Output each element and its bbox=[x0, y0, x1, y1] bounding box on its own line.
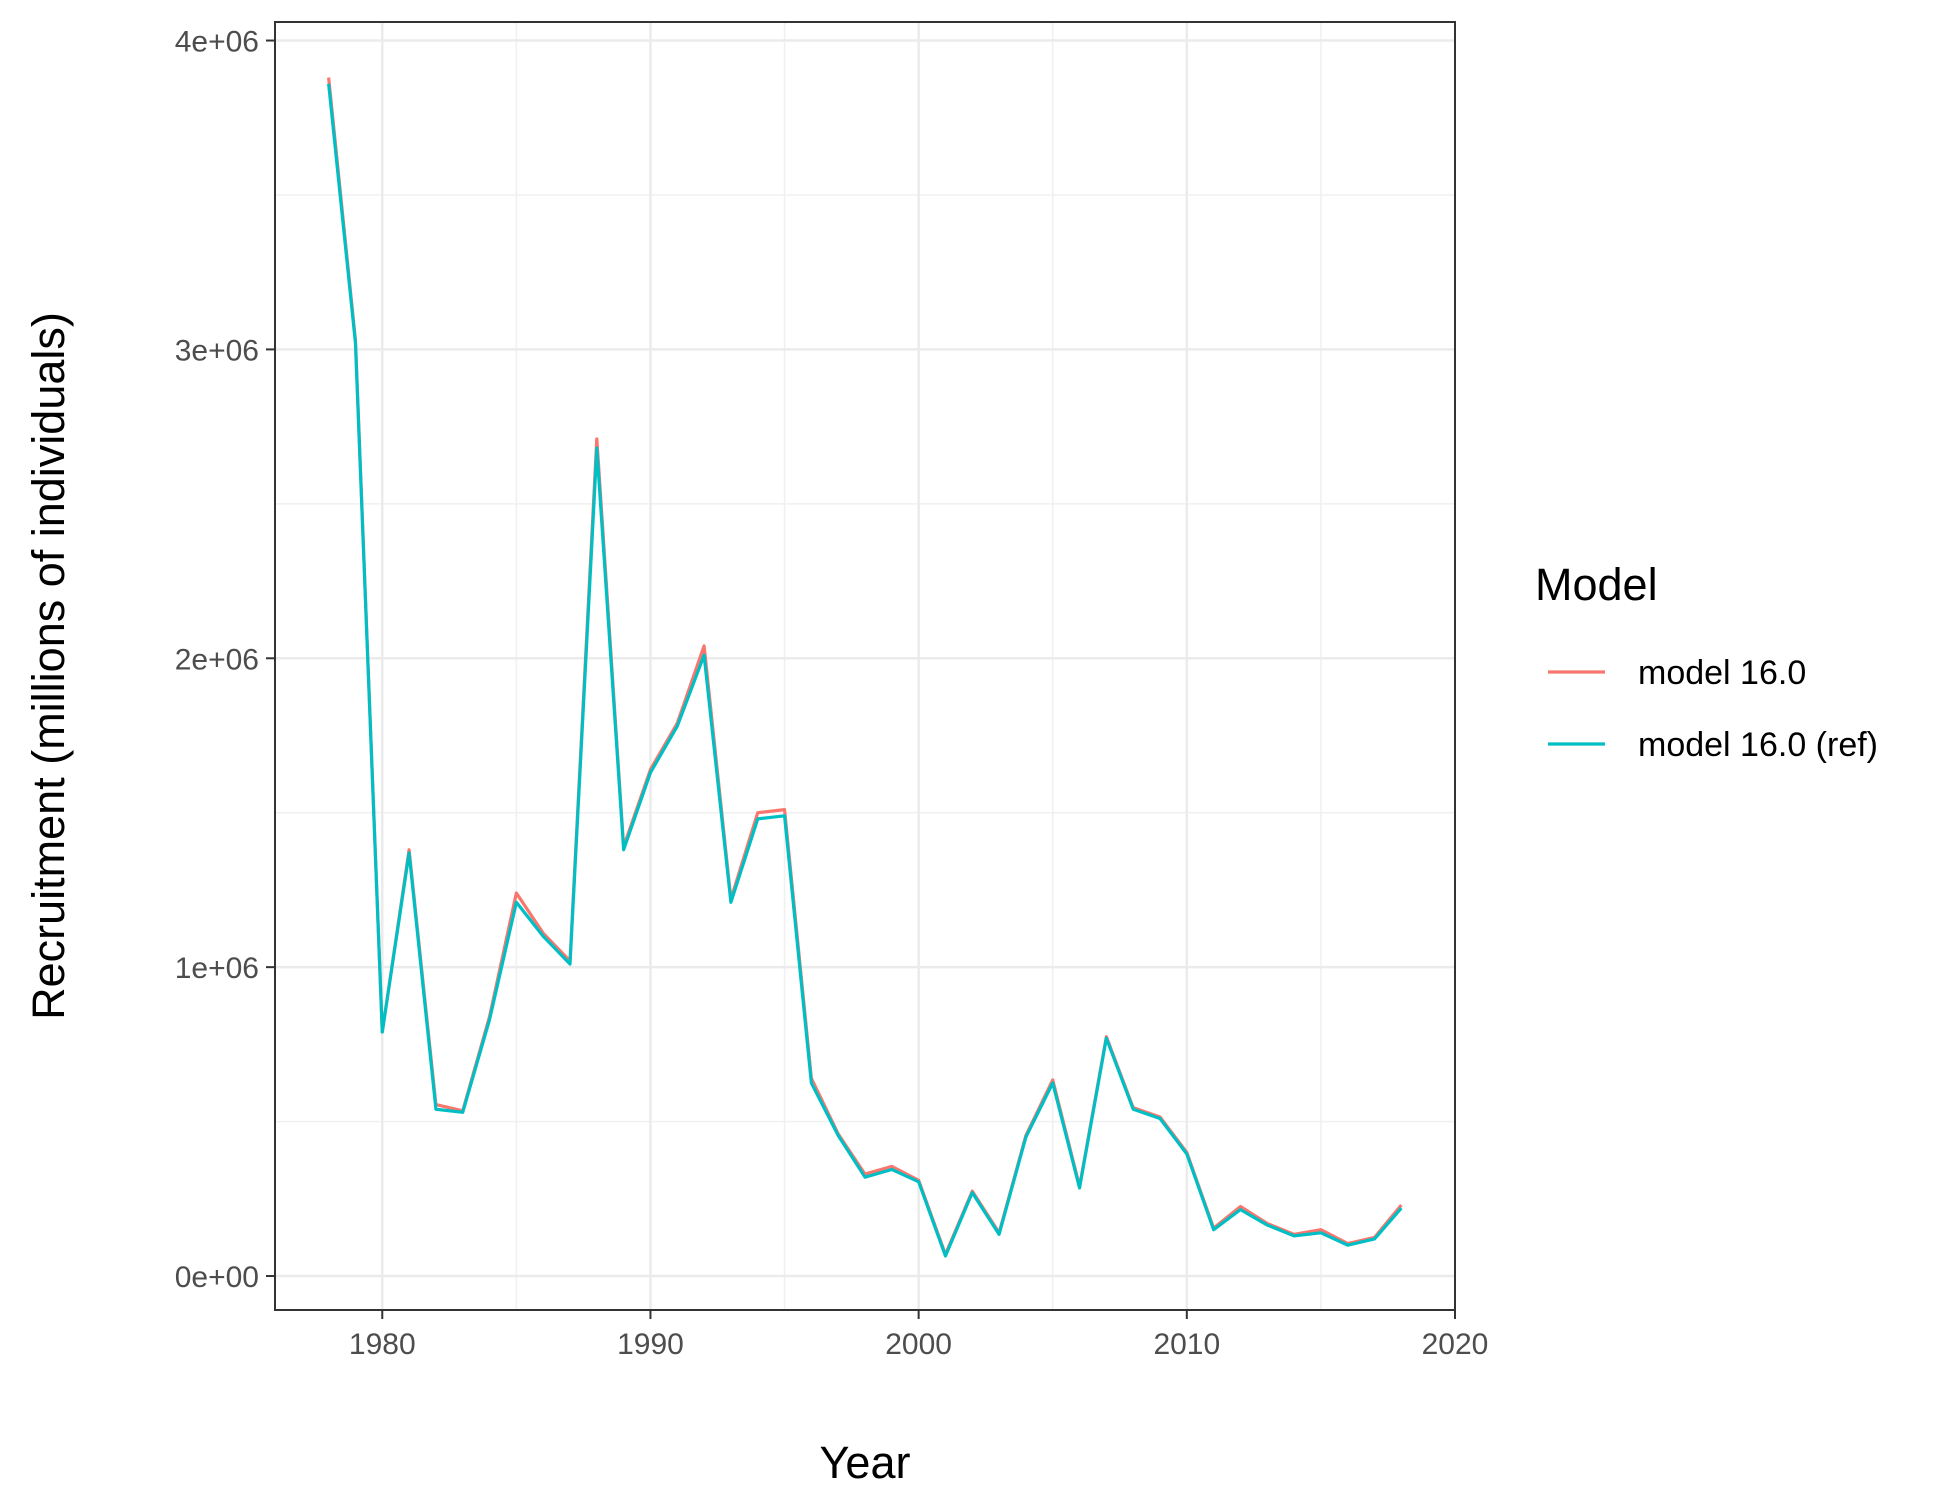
x-axis-title: Year bbox=[820, 1437, 911, 1488]
x-tick-label: 2000 bbox=[885, 1328, 952, 1361]
legend: Model model 16.0 model 16.0 (ref) bbox=[1535, 559, 1878, 764]
y-tick-label: 1e+06 bbox=[175, 952, 259, 985]
series-line-1 bbox=[327, 77, 1403, 1257]
y-axis: 0e+00 1e+06 2e+06 3e+06 4e+06 bbox=[175, 26, 275, 1294]
y-tick-label: 2e+06 bbox=[175, 643, 259, 676]
minor-gridlines bbox=[275, 22, 1455, 1310]
y-tick-label: 4e+06 bbox=[175, 26, 259, 59]
x-tick-label: 2010 bbox=[1153, 1328, 1220, 1361]
y-axis-title: Recruitment (millions of individuals) bbox=[23, 312, 74, 1020]
series-lines bbox=[327, 77, 1403, 1258]
y-tick-label: 3e+06 bbox=[175, 334, 259, 367]
series-line-2 bbox=[327, 83, 1403, 1258]
legend-item: model 16.0 bbox=[1548, 654, 1806, 692]
legend-items: model 16.0 model 16.0 (ref) bbox=[1548, 654, 1878, 764]
legend-label: model 16.0 (ref) bbox=[1638, 726, 1878, 764]
panel-background bbox=[275, 22, 1455, 1310]
x-tick-label: 2020 bbox=[1422, 1328, 1489, 1361]
y-tick-label: 0e+00 bbox=[175, 1261, 259, 1294]
x-axis: 1980 1990 2000 2010 2020 bbox=[349, 1310, 1488, 1361]
legend-label: model 16.0 bbox=[1638, 654, 1806, 692]
panel-border bbox=[274, 21, 1456, 1311]
x-tick-label: 1980 bbox=[349, 1328, 416, 1361]
legend-item: model 16.0 (ref) bbox=[1548, 726, 1878, 764]
legend-title: Model bbox=[1535, 559, 1658, 610]
major-gridlines bbox=[275, 22, 1455, 1310]
x-tick-label: 1990 bbox=[617, 1328, 684, 1361]
